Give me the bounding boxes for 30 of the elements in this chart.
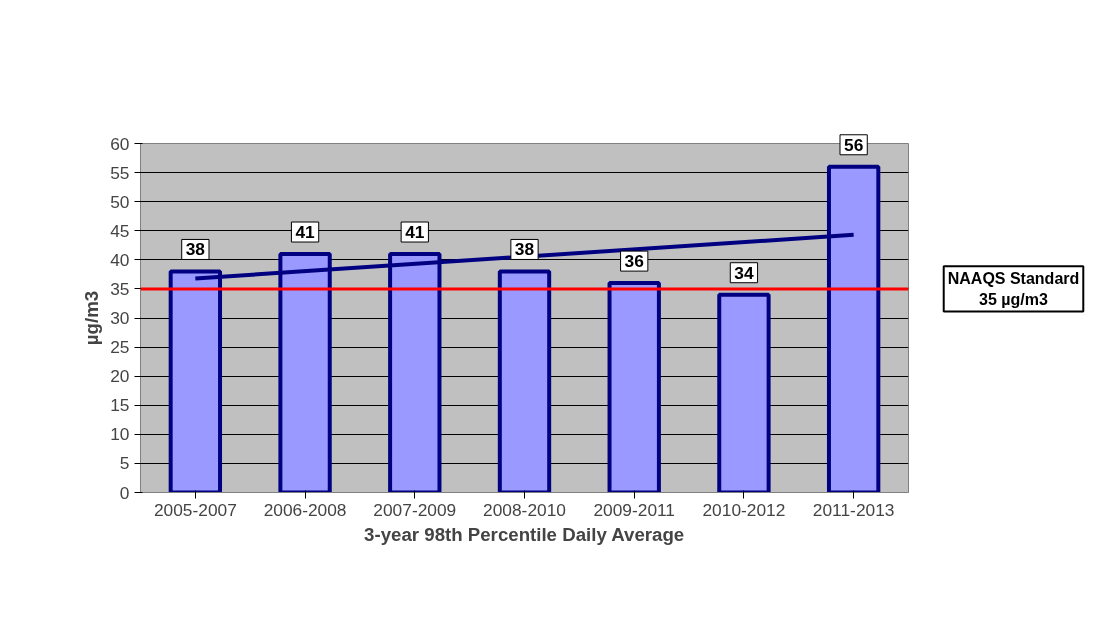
- data-label: 41: [295, 222, 316, 243]
- y-tick-label: 25: [110, 337, 130, 358]
- y-tick-label: 30: [110, 308, 130, 328]
- data-label: 41: [405, 222, 425, 243]
- y-tick-label: 20: [110, 366, 130, 387]
- x-tick-label: 2009-2011: [593, 499, 676, 520]
- y-tick-label: 60: [110, 133, 130, 154]
- y-tick-label: 45: [110, 220, 130, 241]
- y-tick-label: 35: [110, 278, 130, 299]
- x-tick-label: 2006-2008: [263, 499, 347, 520]
- data-label: 38: [185, 239, 206, 260]
- data-label: 36: [624, 251, 645, 272]
- y-tick-label: 5: [119, 453, 130, 474]
- y-tick-label: 55: [110, 162, 130, 183]
- y-tick-label: 0: [119, 482, 130, 503]
- ref-line-label: NAAQS Standard 35 µg/m3: [947, 270, 1080, 308]
- data-label: 56: [844, 134, 864, 155]
- x-tick-label: 2005-2007: [153, 499, 237, 520]
- y-tick-label: 10: [110, 424, 130, 445]
- x-tick-label: 2008-2010: [483, 499, 566, 520]
- y-tick-label: 40: [110, 249, 130, 270]
- x-tick-label: 2010-2012: [702, 499, 786, 520]
- y-tick-label: 15: [110, 395, 130, 416]
- y-axis-title: µg/m3: [81, 290, 103, 346]
- x-axis-title: 3-year 98th Percentile Daily Average: [364, 523, 685, 545]
- data-label: 38: [514, 239, 535, 260]
- x-tick-label: 2011-2013: [812, 499, 895, 520]
- data-label: 34: [734, 262, 754, 283]
- x-tick-label: 2007-2009: [373, 499, 457, 520]
- y-tick-label: 50: [110, 191, 130, 212]
